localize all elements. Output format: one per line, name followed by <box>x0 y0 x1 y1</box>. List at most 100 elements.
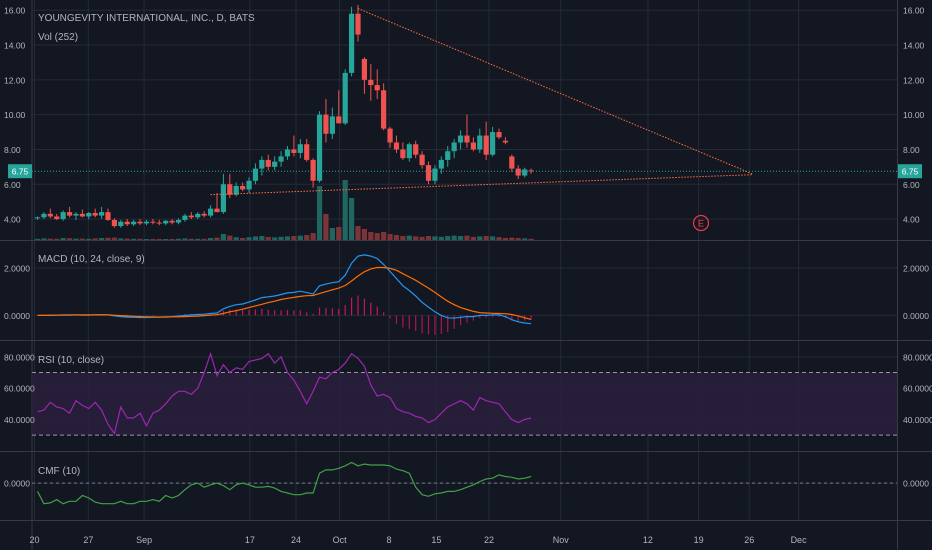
right-axis-tick-label: 6.00 <box>903 180 920 190</box>
volume-bar <box>425 236 432 240</box>
volume-bar <box>297 235 303 240</box>
left-price-tag <box>8 164 32 179</box>
left-axis-tick-label: 2.0000 <box>4 263 30 273</box>
left-axis-tick-label: 40.0000 <box>4 415 35 425</box>
cmf-pane[interactable] <box>32 461 897 505</box>
left-axis-tick-label: 4.00 <box>4 215 21 225</box>
candle-body <box>111 219 118 227</box>
volume-bar <box>515 238 521 240</box>
candle-body <box>169 220 175 223</box>
volume-bar <box>304 235 310 240</box>
volume-bar <box>329 228 335 240</box>
candle-body <box>137 221 143 224</box>
candle-body <box>54 216 60 220</box>
candle-body <box>329 116 335 134</box>
volume-bar <box>111 237 118 240</box>
candle-body <box>207 208 214 216</box>
volume-bar <box>246 237 252 240</box>
volume-bar <box>291 236 297 240</box>
candle-body <box>323 114 329 134</box>
volume-bar <box>432 236 438 240</box>
candle-body <box>220 184 226 213</box>
candle-body <box>252 168 259 181</box>
volume-bar <box>182 238 188 240</box>
candle-body <box>509 156 515 169</box>
volume-bar <box>73 238 79 240</box>
candle-body <box>419 154 425 166</box>
volume-bar <box>201 238 207 240</box>
volume-bar <box>265 237 271 240</box>
volume-bar <box>233 237 239 240</box>
candle-body <box>99 212 105 216</box>
volume-bar <box>445 236 451 240</box>
macd-pane[interactable] <box>37 254 532 335</box>
candle-body <box>73 213 79 216</box>
candle-body <box>515 168 521 176</box>
volume-bar <box>195 238 201 240</box>
candle-body <box>150 221 156 223</box>
rsi-pane[interactable] <box>32 351 897 436</box>
volume-bar <box>368 232 374 240</box>
candle-body <box>240 186 246 190</box>
x-axis-tick-label: Sep <box>136 535 152 545</box>
x-axis-tick-label: 20 <box>29 535 39 545</box>
volume-bar <box>470 236 476 240</box>
candle-body <box>60 212 66 220</box>
volume-bar <box>163 239 169 240</box>
volume-bar <box>284 236 291 240</box>
volume-bar <box>400 236 406 240</box>
candle-body <box>310 159 316 181</box>
volume-bar <box>41 238 47 240</box>
volume-bar <box>105 237 111 240</box>
candle-body <box>297 144 303 153</box>
candle-body <box>86 212 92 217</box>
left-axis-tick-label: 12.00 <box>4 75 26 85</box>
candle-body <box>143 221 150 224</box>
earnings-marker-label: E <box>698 219 704 229</box>
candle-body <box>265 159 271 167</box>
right-price-tag <box>898 164 922 179</box>
right-axis-tick-label: 40.0000 <box>903 415 932 425</box>
x-axis-tick-label: 8 <box>386 535 391 545</box>
candle-body <box>233 186 239 195</box>
right-axis-tick-label: 8.00 <box>903 145 920 155</box>
candle-body <box>195 213 201 218</box>
candle-body <box>406 144 412 159</box>
candle-body <box>47 213 53 217</box>
volume-bar <box>143 239 150 240</box>
volume-bar <box>252 236 259 240</box>
left-axis-tick-label: 16.00 <box>4 6 26 16</box>
volume-bar <box>310 233 316 240</box>
volume-bar <box>54 238 60 240</box>
x-axis-tick-label: 27 <box>83 535 93 545</box>
left-axis-tick-label: 10.00 <box>4 110 26 120</box>
chart-overlays: 6.75 6.75 E <box>8 8 922 232</box>
right-axis-tick-label: 4.00 <box>903 215 920 225</box>
candle-body <box>304 144 310 160</box>
volume-bar <box>227 235 233 240</box>
candle-body <box>201 213 207 216</box>
volume-bar <box>451 235 457 240</box>
volume-bar <box>419 236 425 240</box>
candle-body <box>188 215 194 218</box>
candle-body <box>182 215 188 220</box>
volume-bar <box>66 238 73 240</box>
candlesticks[interactable] <box>34 5 534 228</box>
left-axis-tick-label: 0.0000 <box>4 311 30 321</box>
volume-bar <box>316 186 323 240</box>
volume-bar <box>214 237 220 240</box>
candle-body <box>381 90 387 129</box>
candle-body <box>502 140 509 143</box>
candle-body <box>522 169 528 176</box>
candle-body <box>374 85 380 91</box>
candle-body <box>425 165 432 181</box>
right-axis-tick-label: 10.00 <box>903 110 925 120</box>
candle-body <box>342 72 348 124</box>
candle-body <box>528 170 534 172</box>
candle-body <box>131 221 137 225</box>
left-axis-tick-label: 0.0000 <box>4 479 30 489</box>
volume-bar <box>522 238 528 240</box>
volume-bar <box>207 238 214 240</box>
